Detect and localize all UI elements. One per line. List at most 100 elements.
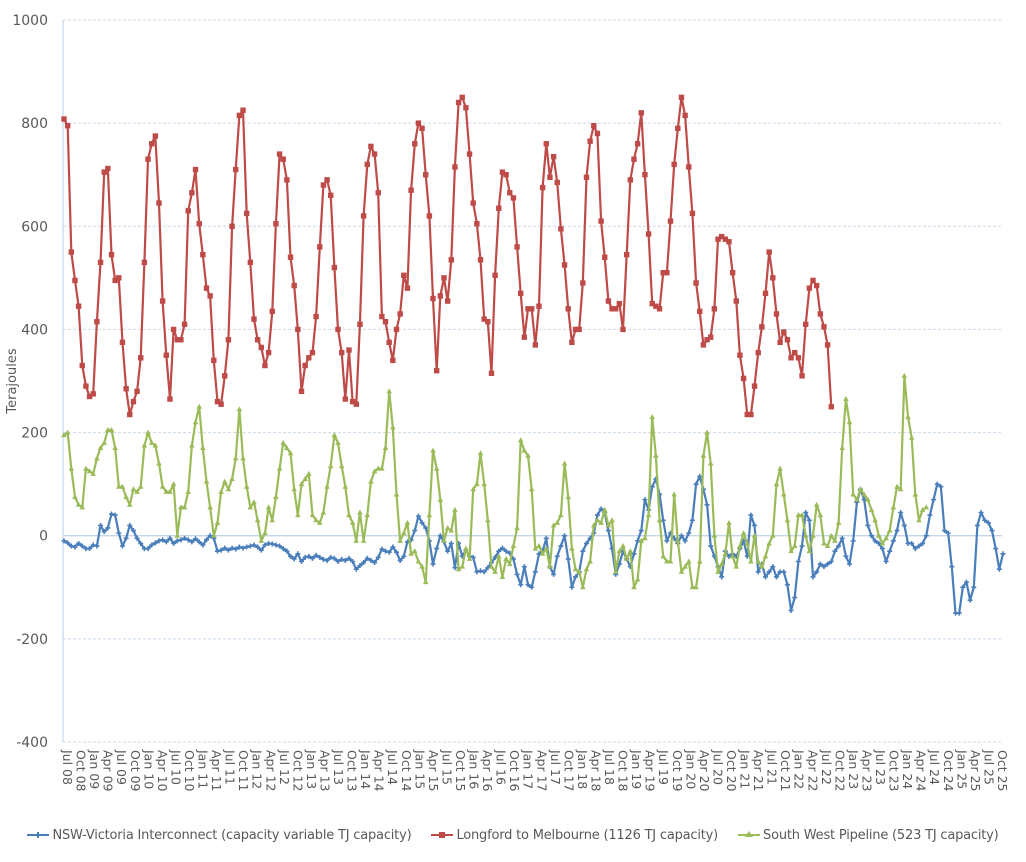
data-point xyxy=(386,339,392,346)
data-point xyxy=(222,545,228,551)
data-point xyxy=(836,543,842,549)
data-point xyxy=(711,532,718,538)
x-tick-label: Jul 08 xyxy=(60,749,75,785)
legend-item-longford-melbourne[interactable]: Longford to Melbourne (1126 TJ capacity) xyxy=(431,828,718,843)
data-point xyxy=(828,532,835,538)
data-point xyxy=(580,584,586,590)
data-point xyxy=(821,564,827,570)
data-point xyxy=(857,486,864,492)
data-point xyxy=(569,339,575,346)
data-point xyxy=(207,293,213,299)
data-point xyxy=(908,434,915,440)
data-point xyxy=(364,512,371,518)
data-point xyxy=(781,569,787,575)
data-point xyxy=(788,607,794,613)
data-point xyxy=(90,542,96,548)
data-point xyxy=(485,318,491,325)
data-point xyxy=(766,249,772,255)
data-point xyxy=(693,584,699,590)
data-point xyxy=(61,538,67,544)
data-point xyxy=(339,556,345,562)
data-point xyxy=(411,548,418,554)
legend-line-plus-icon xyxy=(27,829,50,841)
data-point xyxy=(923,504,930,510)
data-point xyxy=(733,298,739,304)
data-point xyxy=(554,179,560,186)
data-point xyxy=(806,517,812,523)
legend-label: South West Pipeline (523 TJ capacity) xyxy=(763,827,999,843)
data-point xyxy=(521,334,528,340)
legend-line-triangle-icon xyxy=(738,829,761,841)
data-point xyxy=(298,388,305,395)
data-point xyxy=(277,543,283,549)
data-point xyxy=(207,504,213,510)
data-point xyxy=(887,548,893,554)
data-point xyxy=(715,568,721,574)
data-point xyxy=(660,517,666,523)
data-point xyxy=(784,582,790,588)
data-point xyxy=(225,486,232,492)
data-point xyxy=(317,554,323,560)
data-point xyxy=(320,509,327,515)
data-point xyxy=(419,125,425,131)
data-point xyxy=(708,334,714,340)
data-point xyxy=(244,544,250,550)
data-point xyxy=(361,560,367,566)
data-point xyxy=(510,543,517,549)
data-point xyxy=(623,555,630,561)
y-tick-label: -400 xyxy=(16,735,48,751)
data-point xyxy=(306,553,312,559)
data-point xyxy=(423,172,429,178)
x-tick-label: Jan 22 xyxy=(792,749,807,789)
data-point xyxy=(514,571,520,577)
data-point xyxy=(525,306,531,312)
data-point xyxy=(280,156,286,162)
legend-item-nsw-victoria[interactable]: NSW-Victoria Interconnect (capacity vari… xyxy=(27,828,412,843)
data-point xyxy=(247,504,254,510)
legend-item-south-west-pipeline[interactable]: South West Pipeline (523 TJ capacity) xyxy=(738,828,999,843)
data-point xyxy=(426,512,433,518)
legend-line-square-icon xyxy=(431,829,454,841)
data-point xyxy=(572,566,579,572)
data-point xyxy=(478,568,484,574)
data-point xyxy=(722,236,729,242)
data-point xyxy=(349,519,356,525)
data-point xyxy=(441,537,447,543)
data-point xyxy=(200,445,206,451)
data-point xyxy=(415,558,422,564)
data-point xyxy=(598,506,604,512)
x-tick-label: Oct 08 xyxy=(74,750,89,792)
data-point xyxy=(539,550,546,556)
data-point xyxy=(832,537,838,543)
x-tick-label: Oct 20 xyxy=(724,750,739,792)
data-point xyxy=(685,558,692,564)
data-point xyxy=(138,540,144,546)
x-tick-label: Jan 25 xyxy=(954,749,969,789)
data-point xyxy=(148,141,155,147)
data-point xyxy=(653,303,659,309)
data-point xyxy=(232,455,239,461)
data-point xyxy=(203,285,210,291)
data-point xyxy=(923,533,929,539)
data-point xyxy=(79,504,86,510)
data-point xyxy=(510,195,517,201)
data-point xyxy=(806,548,813,554)
data-point xyxy=(280,546,286,552)
data-point xyxy=(167,535,173,541)
x-tick-label: Jul 19 xyxy=(656,749,671,785)
data-point xyxy=(638,537,645,543)
data-point xyxy=(207,533,213,539)
x-tick-label: Jul 17 xyxy=(548,749,563,785)
data-point xyxy=(660,553,667,559)
data-point xyxy=(788,355,794,361)
data-point xyxy=(262,542,268,548)
data-point xyxy=(335,326,341,333)
data-point xyxy=(116,483,122,489)
data-point xyxy=(87,546,93,552)
y-tick-label: 800 xyxy=(21,116,48,132)
data-point xyxy=(839,445,846,451)
data-point xyxy=(127,411,133,418)
data-point xyxy=(316,519,323,525)
data-point xyxy=(792,595,798,601)
data-point xyxy=(971,584,977,590)
